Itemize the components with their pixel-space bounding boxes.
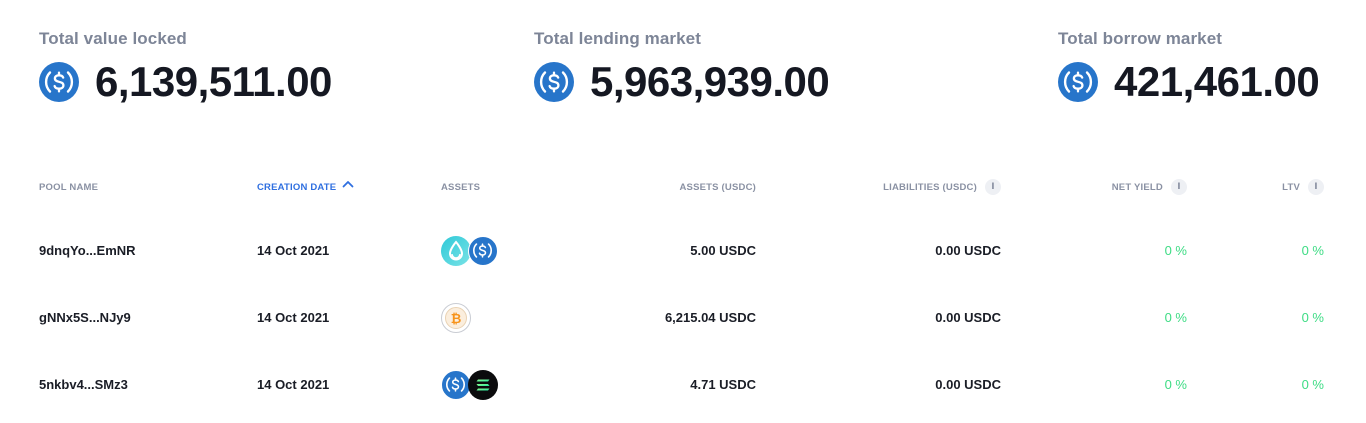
header-label: LTV xyxy=(1282,182,1300,193)
bitcoin-icon: ₿ xyxy=(441,303,471,333)
info-icon[interactable]: i xyxy=(1308,179,1324,196)
svg-text:₿: ₿ xyxy=(451,312,462,327)
column-header-assets[interactable]: ASSETS xyxy=(441,181,480,195)
stat-value: 6,139,511.00 xyxy=(95,58,332,105)
stat-label: Total borrow market xyxy=(1058,29,1223,48)
column-header-creation-date[interactable]: CREATION DATE xyxy=(257,181,354,195)
column-header-ltv[interactable]: LTV i xyxy=(1224,178,1324,198)
usdc-icon xyxy=(441,370,471,400)
liabilities-usdc-value: 0.00 USDC xyxy=(935,377,1001,392)
solana-icon xyxy=(468,370,498,400)
assets-usdc-value: 5.00 USDC xyxy=(690,243,756,258)
stat-value: 5,963,939.00 xyxy=(590,58,830,105)
liabilities-usdc-value: 0.00 USDC xyxy=(935,310,1001,325)
creation-date: 14 Oct 2021 xyxy=(257,243,330,258)
net-yield-value: 0 % xyxy=(1164,243,1187,258)
ltv-value: 0 % xyxy=(1301,243,1324,258)
column-header-pool-name[interactable]: POOL NAME xyxy=(39,181,98,195)
header-label: POOL NAME xyxy=(39,182,99,193)
pool-name[interactable]: gNNx5S...NJy9 xyxy=(39,310,131,325)
stat-row: 6,139,511.00 xyxy=(39,59,332,105)
stat-value: 421,461.00 xyxy=(1114,58,1320,105)
stat-label: Total lending market xyxy=(534,29,701,48)
stat-total-value-locked: Total value locked 6,139,511.00 xyxy=(39,28,332,105)
ltv-value: 0 % xyxy=(1301,377,1324,392)
assets-usdc-value: 4.71 USDC xyxy=(690,377,756,392)
stat-row: 5,963,939.00 xyxy=(534,58,830,105)
header-label: NET YIELD xyxy=(1111,182,1163,193)
header-label: LIABILITIES (USDC) xyxy=(883,182,977,193)
info-icon[interactable]: i xyxy=(1171,179,1187,196)
usdc-icon xyxy=(39,62,79,102)
header-label: CREATION DATE xyxy=(257,182,337,193)
column-header-assets-usdc[interactable]: ASSETS (USDC) xyxy=(556,181,756,195)
net-yield-value: 0 % xyxy=(1164,310,1187,325)
header-label: ASSETS (USDC) xyxy=(679,182,756,193)
water-drop-token-icon xyxy=(441,236,471,266)
usdc-icon xyxy=(534,62,574,102)
ltv-value: 0 % xyxy=(1301,310,1324,325)
table-row[interactable]: 9dnqYo...EmNR 14 Oct 2021 5.00 USDC 0.00… xyxy=(0,231,1366,271)
column-header-liabilities-usdc[interactable]: LIABILITIES (USDC) i xyxy=(801,178,1001,198)
assets-icons xyxy=(441,370,498,400)
header-label: ASSETS xyxy=(441,182,481,193)
usdc-icon xyxy=(1058,62,1098,102)
sort-ascending-icon xyxy=(342,179,354,193)
net-yield-value: 0 % xyxy=(1164,377,1187,392)
assets-icons: ₿ xyxy=(441,303,471,333)
pool-name[interactable]: 5nkbv4...SMz3 xyxy=(39,377,128,392)
pool-name[interactable]: 9dnqYo...EmNR xyxy=(39,243,136,258)
creation-date: 14 Oct 2021 xyxy=(257,310,330,325)
table-row[interactable]: gNNx5S...NJy9 14 Oct 2021 ₿ 6,215.04 USD… xyxy=(0,298,1366,338)
assets-usdc-value: 6,215.04 USDC xyxy=(664,310,756,325)
usdc-icon xyxy=(468,236,498,266)
info-icon[interactable]: i xyxy=(985,179,1001,196)
table-row[interactable]: 5nkbv4...SMz3 14 Oct 2021 4.71 USDC 0.00… xyxy=(0,365,1366,405)
stat-label: Total value locked xyxy=(39,29,187,48)
stat-total-lending-market: Total lending market 5,963,939.00 xyxy=(534,28,830,105)
liabilities-usdc-value: 0.00 USDC xyxy=(935,243,1001,258)
stat-row: 421,461.00 xyxy=(1058,58,1320,105)
stat-total-borrow-market: Total borrow market 421,461.00 xyxy=(1058,28,1320,105)
creation-date: 14 Oct 2021 xyxy=(257,377,330,392)
assets-icons xyxy=(441,236,498,266)
column-header-net-yield[interactable]: NET YIELD i xyxy=(1087,178,1187,198)
